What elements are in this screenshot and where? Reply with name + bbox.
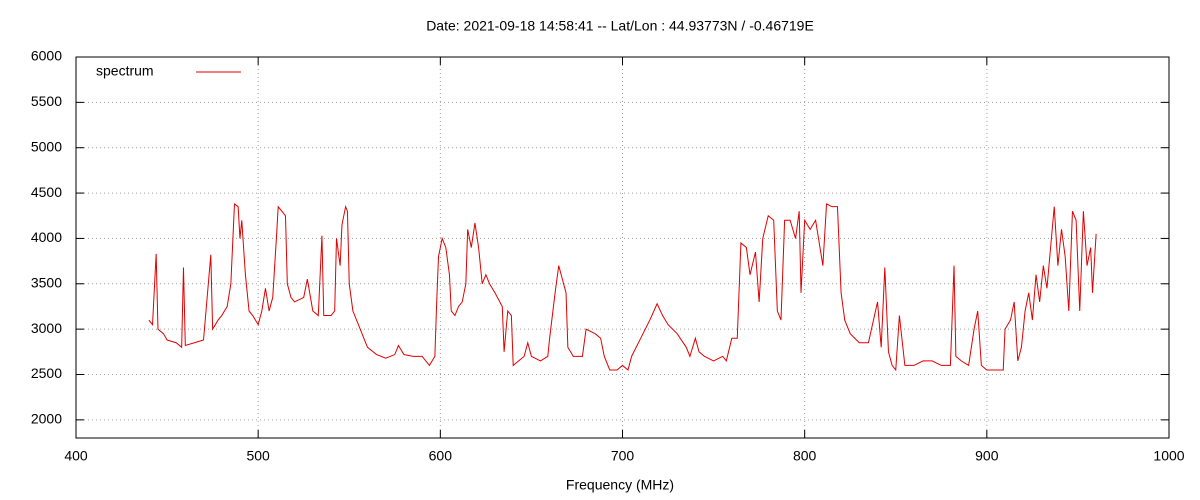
y-tick-label: 6000 <box>31 48 62 64</box>
y-tick-label: 3500 <box>31 274 62 290</box>
x-tick-label: 700 <box>611 448 635 464</box>
x-tick-label: 500 <box>246 448 270 464</box>
y-tick-label: 2500 <box>31 365 62 381</box>
line-series <box>148 202 1097 372</box>
x-tick-label: 400 <box>64 448 88 464</box>
x-axis-label: Frequency (MHz) <box>566 477 674 493</box>
y-tick-label: 3000 <box>31 320 62 336</box>
legend-label: spectrum <box>96 63 154 79</box>
y-tick-label: 4500 <box>31 184 62 200</box>
y-tick-label: 5000 <box>31 138 62 154</box>
y-tick-label: 4000 <box>31 229 62 245</box>
y-tick-label: 2000 <box>31 411 62 427</box>
plot-frame <box>75 56 1170 439</box>
x-tick-label: 800 <box>793 448 817 464</box>
x-tick-label: 1000 <box>1153 448 1184 464</box>
x-tick-label: 900 <box>975 448 999 464</box>
x-tick-label: 600 <box>429 448 453 464</box>
y-tick-label: 5500 <box>31 93 62 109</box>
chart-title: Date: 2021-09-18 14:58:41 -- Lat/Lon : 4… <box>426 18 814 34</box>
